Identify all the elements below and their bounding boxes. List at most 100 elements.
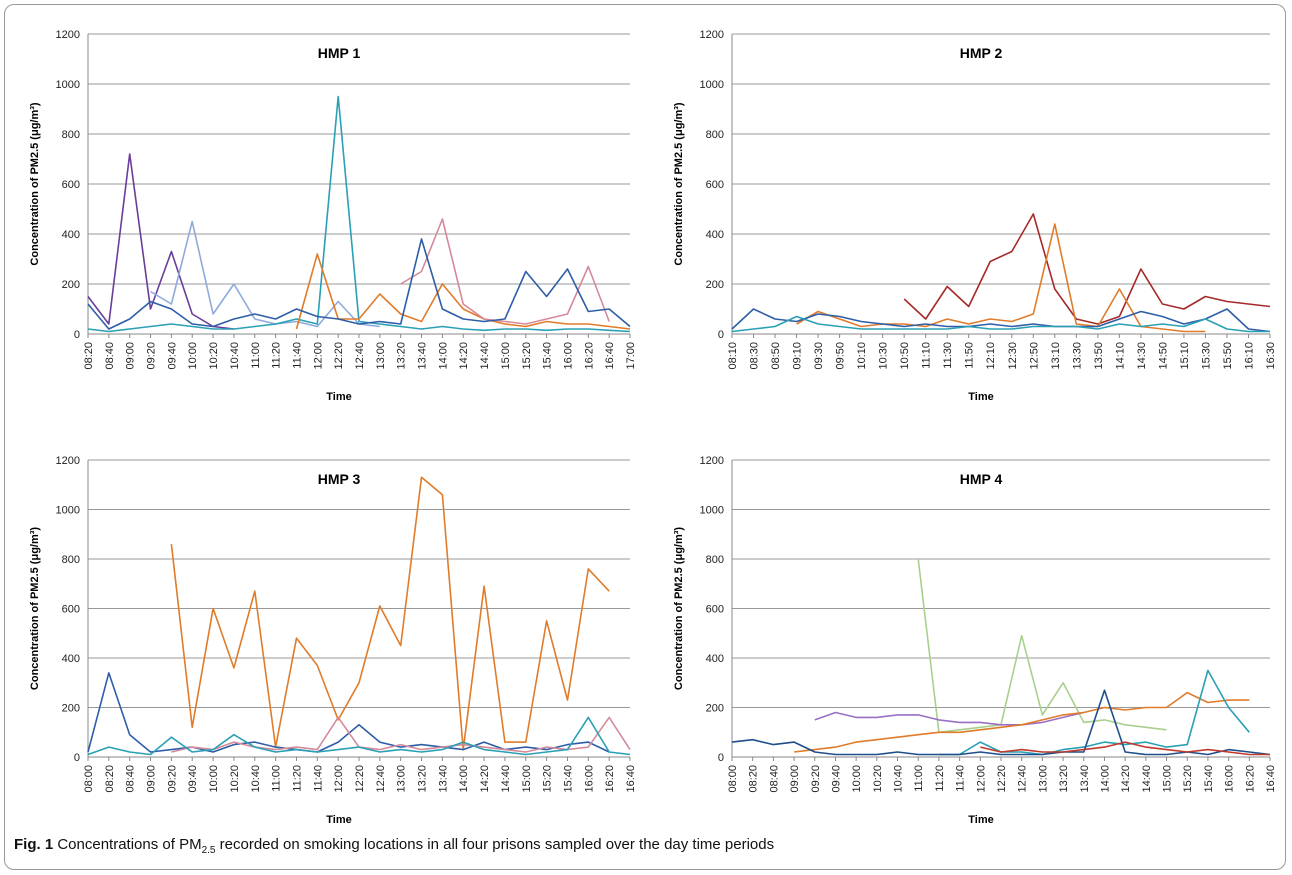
x-tick-label: 15:20 (542, 765, 554, 793)
y-tick-label: 1000 (56, 505, 80, 517)
chart-title: HMP 3 (318, 471, 361, 487)
y-tick-label: 1200 (700, 455, 724, 467)
y-tick-label: 1200 (56, 455, 80, 467)
x-tick-label: 12:20 (996, 765, 1008, 793)
y-tick-label: 800 (706, 129, 724, 141)
y-tick-label: 800 (62, 554, 80, 566)
series-line (87, 238, 631, 330)
y-tick-label: 600 (62, 179, 80, 191)
x-tick-label: 14:50 (1157, 342, 1169, 370)
x-tick-label: 16:20 (583, 342, 595, 370)
x-tick-label: 08:40 (104, 342, 116, 370)
x-tick-label: 14:20 (479, 765, 491, 793)
x-tick-label: 11:20 (291, 765, 303, 792)
x-tick-label: 13:40 (417, 342, 429, 370)
y-tick-label: 200 (62, 703, 80, 715)
x-tick-label: 09:20 (146, 342, 158, 370)
x-tick-label: 10:40 (250, 765, 262, 793)
x-tick-label: 10:00 (208, 765, 220, 793)
y-tick-label: 1000 (700, 505, 724, 517)
y-tick-label: 200 (706, 279, 724, 291)
x-tick-label: 15:50 (1222, 342, 1234, 370)
x-tick-label: 12:30 (1007, 342, 1019, 370)
y-tick-label: 400 (62, 229, 80, 241)
x-tick-label: 08:20 (748, 765, 760, 793)
x-tick-label: 09:40 (830, 765, 842, 793)
series-line (938, 669, 1250, 756)
x-tick-label: 16:20 (604, 765, 616, 793)
x-tick-label: 15:00 (521, 765, 533, 793)
x-tick-label: 12:10 (985, 342, 997, 370)
frame (4, 4, 1286, 870)
x-tick-label: 12:40 (1017, 765, 1029, 793)
series-line (170, 476, 610, 751)
x-tick-label: 11:10 (921, 342, 933, 369)
x-tick-label: 10:30 (878, 342, 890, 370)
series-line (731, 689, 1271, 756)
x-tick-label: 10:40 (893, 765, 905, 793)
x-tick-label: 11:40 (291, 342, 303, 369)
x-tick-label: 10:10 (856, 342, 868, 370)
y-tick-label: 0 (718, 329, 724, 341)
x-tick-label: 16:10 (1243, 342, 1255, 370)
x-tick-label: 13:20 (1058, 765, 1070, 793)
x-tick-label: 11:00 (250, 342, 262, 369)
x-tick-label: 16:00 (562, 342, 574, 370)
y-tick-label: 600 (706, 179, 724, 191)
caption: Fig. 1 Concentrations of PM2.5 recorded … (14, 836, 774, 856)
x-tick-label: 16:20 (1244, 765, 1256, 793)
x-tick-label: 08:30 (749, 342, 761, 370)
x-tick-label: 08:10 (727, 342, 739, 370)
x-tick-label: 08:00 (83, 765, 95, 793)
caption-text: Concentrations of PM (57, 836, 202, 853)
x-tick-label: 13:20 (396, 342, 408, 370)
y-tick-label: 600 (706, 604, 724, 616)
x-tick-label: 16:00 (583, 765, 595, 793)
y-tick-label: 200 (706, 703, 724, 715)
series-line (796, 223, 1206, 333)
x-tick-label: 13:40 (1079, 765, 1091, 793)
x-tick-label: 14:00 (437, 342, 449, 370)
x-tick-label: 15:10 (1179, 342, 1191, 370)
x-tick-label: 10:00 (187, 342, 199, 370)
caption-text: recorded on smoking locations in all fou… (215, 836, 775, 853)
series-line (87, 153, 234, 330)
x-tick-label: 15:30 (1200, 342, 1212, 370)
x-tick-label: 10:20 (229, 765, 241, 793)
x-tick-label: 10:20 (208, 342, 220, 370)
y-tick-label: 400 (62, 653, 80, 665)
x-tick-label: 10:00 (851, 765, 863, 793)
x-tick-label: 09:30 (813, 342, 825, 370)
y-tick-label: 600 (62, 604, 80, 616)
x-tick-label: 14:30 (1136, 342, 1148, 370)
series-line (150, 220, 380, 328)
x-tick-label: 13:20 (417, 765, 429, 793)
x-tick-label: 14:40 (479, 342, 491, 370)
x-tick-label: 10:40 (229, 342, 241, 370)
x-tick-label: 17:00 (625, 342, 637, 370)
x-tick-label: 12:00 (975, 765, 987, 793)
x-tick-label: 08:40 (125, 765, 137, 793)
x-tick-label: 16:40 (1265, 765, 1277, 793)
y-axis-label: Concentration of PM2.5 (μg/m³) (29, 527, 41, 691)
x-tick-label: 09:20 (166, 765, 178, 793)
x-tick-label: 13:30 (1071, 342, 1083, 370)
x-tick-label: 14:20 (1120, 765, 1132, 793)
y-tick-label: 200 (62, 279, 80, 291)
x-tick-label: 15:20 (521, 342, 533, 370)
x-tick-label: 09:10 (792, 342, 804, 370)
series-line (295, 253, 631, 330)
x-tick-label: 12:50 (1028, 342, 1040, 370)
series-line (731, 315, 1270, 333)
x-tick-label: 15:40 (542, 342, 554, 370)
series-line (87, 716, 631, 756)
x-tick-label: 09:20 (810, 765, 822, 793)
x-tick-label: 12:00 (333, 765, 345, 793)
x-tick-label: 09:50 (835, 342, 847, 370)
x-tick-label: 15:40 (562, 765, 574, 793)
x-tick-label: 08:00 (727, 765, 739, 793)
x-tick-label: 15:00 (1162, 765, 1174, 793)
x-tick-label: 08:50 (770, 342, 782, 370)
series-line (814, 711, 1084, 726)
series-line (87, 95, 631, 333)
